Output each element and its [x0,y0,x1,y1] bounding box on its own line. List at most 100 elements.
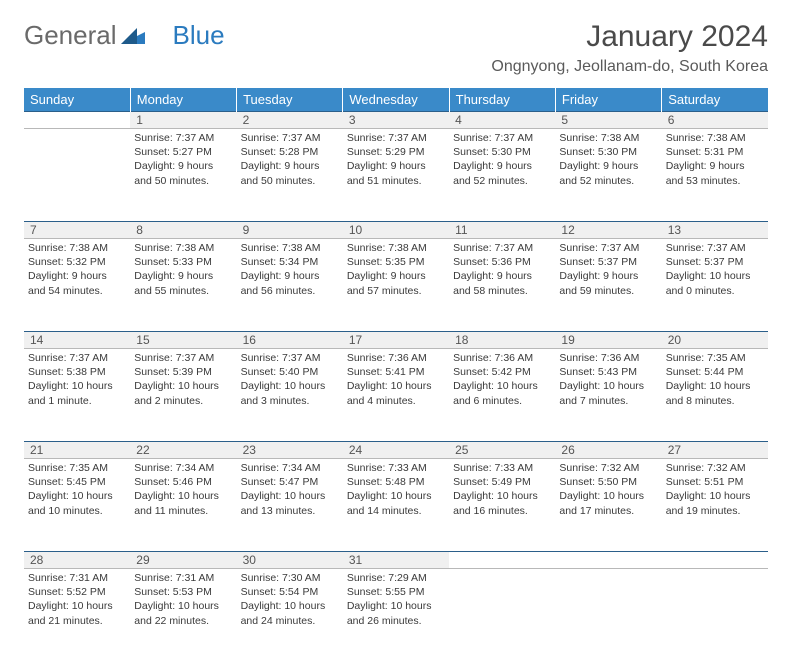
day-content-row: Sunrise: 7:37 AM Sunset: 5:38 PM Daylight:… [24,349,768,442]
daylight-text: Daylight: 10 hours and 2 minutes. [134,379,232,407]
daylight-text: Daylight: 10 hours and 11 minutes. [134,489,232,517]
day-content-cell: Sunrise: 7:36 AMSunset: 5:43 PMDaylight:… [555,349,661,442]
daylight-text: Daylight: 10 hours and 13 minutes. [241,489,339,517]
day-content-cell: Sunrise: 7:38 AMSunset: 5:31 PMDaylight:… [662,129,768,222]
sunrise-text: Sunrise: 7:36 AM [453,351,551,365]
sunset-text: Sunset: 5:44 PM [666,365,764,379]
title-block: January 2024 Ongnyong, Jeollanam-do, Sou… [491,20,768,76]
daylight-text: Daylight: 9 hours and 56 minutes. [241,269,339,297]
day-number-cell: 1 [130,112,236,129]
day-content-cell: Sunrise: 7:37 AMSunset: 5:30 PMDaylight:… [449,129,555,222]
sunrise-text: Sunrise: 7:37 AM [559,241,657,255]
day-content-cell: Sunrise: 7:35 AMSunset: 5:44 PMDaylight:… [662,349,768,442]
daylight-text: Daylight: 9 hours and 55 minutes. [134,269,232,297]
daylight-text: Daylight: 9 hours and 50 minutes. [134,159,232,187]
day-number-row: 123456 [24,112,768,129]
sunset-text: Sunset: 5:27 PM [134,145,232,159]
day-number-cell [24,112,130,129]
daylight-text: Daylight: 10 hours and 4 minutes. [347,379,445,407]
day-number-cell: 9 [237,222,343,239]
day-content-cell: Sunrise: 7:31 AMSunset: 5:53 PMDaylight:… [130,569,236,661]
day-number-cell: 11 [449,222,555,239]
sunset-text: Sunset: 5:31 PM [666,145,764,159]
sunset-text: Sunset: 5:38 PM [28,365,126,379]
day-number-cell: 17 [343,332,449,349]
day-number-cell: 15 [130,332,236,349]
day-number-row: 21222324252627 [24,442,768,459]
sunrise-text: Sunrise: 7:32 AM [559,461,657,475]
daylight-text: Daylight: 10 hours and 24 minutes. [241,599,339,627]
day-number-cell: 14 [24,332,130,349]
daylight-text: Daylight: 9 hours and 57 minutes. [347,269,445,297]
weekday-header: Thursday [449,88,555,112]
day-content-cell: Sunrise: 7:35 AMSunset: 5:45 PMDaylight:… [24,459,130,552]
day-content-cell: Sunrise: 7:37 AMSunset: 5:39 PMDaylight:… [130,349,236,442]
sunset-text: Sunset: 5:51 PM [666,475,764,489]
sunset-text: Sunset: 5:52 PM [28,585,126,599]
day-content-row: Sunrise: 7:37 AMSunset: 5:27 PMDaylight:… [24,129,768,222]
logo: General Blue [24,20,225,51]
day-number-cell: 28 [24,552,130,569]
day-number-cell: 22 [130,442,236,459]
day-content-cell [662,569,768,661]
day-content-cell: Sunrise: 7:33 AMSunset: 5:49 PMDaylight:… [449,459,555,552]
daylight-text: Daylight: 9 hours and 54 minutes. [28,269,126,297]
day-number-cell: 7 [24,222,130,239]
day-number-cell: 21 [24,442,130,459]
day-number-cell [662,552,768,569]
weekday-header: Wednesday [343,88,449,112]
sunrise-text: Sunrise: 7:30 AM [241,571,339,585]
sunset-text: Sunset: 5:39 PM [134,365,232,379]
day-number-cell: 3 [343,112,449,129]
day-number-cell: 16 [237,332,343,349]
page-title: January 2024 [491,20,768,54]
sunset-text: Sunset: 5:33 PM [134,255,232,269]
daylight-text: Daylight: 9 hours and 52 minutes. [559,159,657,187]
day-content-cell: Sunrise: 7:38 AMSunset: 5:34 PMDaylight:… [237,239,343,332]
day-content-cell: Sunrise: 7:38 AMSunset: 5:33 PMDaylight:… [130,239,236,332]
day-content-row: Sunrise: 7:35 AMSunset: 5:45 PMDaylight:… [24,459,768,552]
sunset-text: Sunset: 5:43 PM [559,365,657,379]
sunset-text: Sunset: 5:46 PM [134,475,232,489]
day-content-cell: Sunrise: 7:38 AMSunset: 5:30 PMDaylight:… [555,129,661,222]
sunset-text: Sunset: 5:30 PM [453,145,551,159]
sunset-text: Sunset: 5:48 PM [347,475,445,489]
day-content-cell: Sunrise: 7:37 AMSunset: 5:27 PMDaylight:… [130,129,236,222]
day-number-cell: 29 [130,552,236,569]
sunset-text: Sunset: 5:55 PM [347,585,445,599]
day-content-cell: Sunrise: 7:29 AMSunset: 5:55 PMDaylight:… [343,569,449,661]
day-number-cell: 24 [343,442,449,459]
sunrise-text: Sunrise: 7:34 AM [134,461,232,475]
daylight-text: Daylight: 10 hours and 7 minutes. [559,379,657,407]
day-number-cell: 31 [343,552,449,569]
day-content-cell: Sunrise: 7:32 AMSunset: 5:51 PMDaylight:… [662,459,768,552]
sunrise-text: Sunrise: 7:37 AM [241,131,339,145]
sunset-text: Sunset: 5:35 PM [347,255,445,269]
daylight-text: Daylight: 10 hours and 0 minutes. [666,269,764,297]
weekday-header: Monday [130,88,236,112]
weekday-header: Saturday [662,88,768,112]
sunrise-text: Sunrise: 7:36 AM [559,351,657,365]
day-content-cell: Sunrise: 7:38 AMSunset: 5:35 PMDaylight:… [343,239,449,332]
day-number-cell: 13 [662,222,768,239]
day-content-cell: Sunrise: 7:37 AMSunset: 5:29 PMDaylight:… [343,129,449,222]
day-number-cell: 12 [555,222,661,239]
sunrise-text: Sunrise: 7:37 AM [134,351,232,365]
day-content-cell [449,569,555,661]
daylight-text: Daylight: 10 hours and 19 minutes. [666,489,764,517]
sunset-text: Sunset: 5:53 PM [134,585,232,599]
sunrise-text: Sunrise: 7:36 AM [347,351,445,365]
day-content-cell: Sunrise: 7:37 AMSunset: 5:37 PMDaylight:… [555,239,661,332]
day-number-row: 14151617181920 [24,332,768,349]
daylight-text: Daylight: 9 hours and 52 minutes. [453,159,551,187]
sunset-text: Sunset: 5:28 PM [241,145,339,159]
sunrise-text: Sunrise: 7:33 AM [453,461,551,475]
day-content-cell: Sunrise: 7:38 AMSunset: 5:32 PMDaylight:… [24,239,130,332]
sunset-text: Sunset: 5:30 PM [559,145,657,159]
sunset-text: Sunset: 5:50 PM [559,475,657,489]
weekday-header: Friday [555,88,661,112]
sunrise-text: Sunrise: 7:35 AM [666,351,764,365]
daylight-text: Daylight: 10 hours and 8 minutes. [666,379,764,407]
sunset-text: Sunset: 5:42 PM [453,365,551,379]
day-content-cell: Sunrise: 7:37 AMSunset: 5:37 PMDaylight:… [662,239,768,332]
